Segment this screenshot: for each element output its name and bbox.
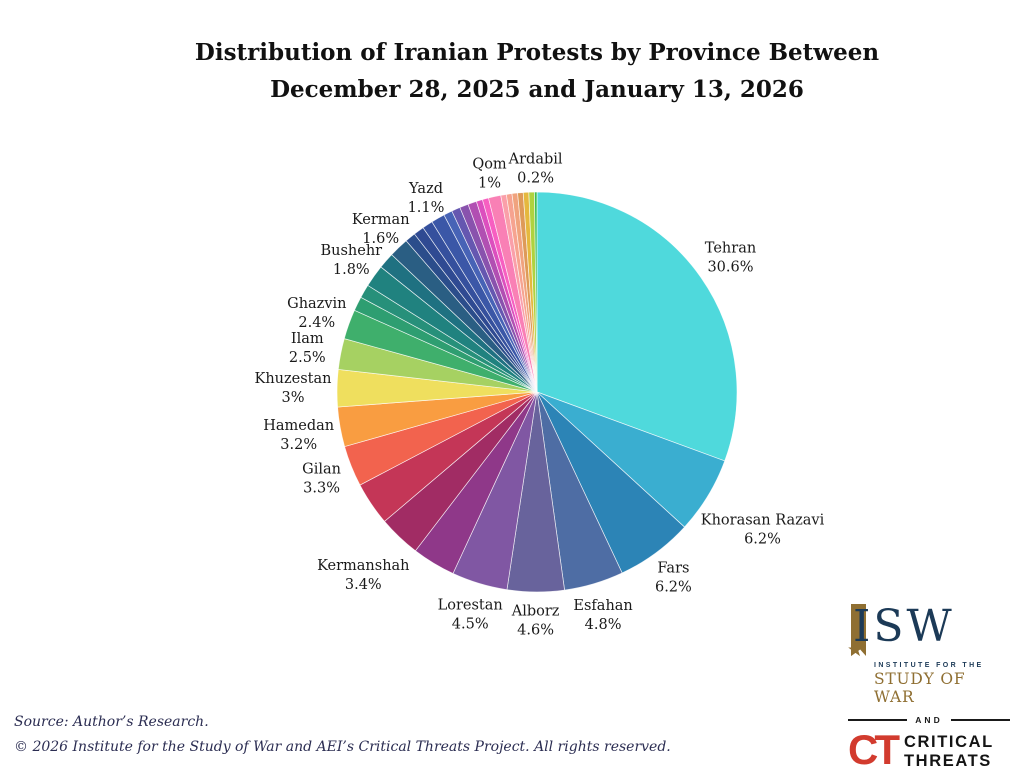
footer-source-line: Source: Author’s Research. bbox=[14, 714, 209, 730]
ct-wordmark: CRITICAL THREATS bbox=[904, 733, 994, 772]
slice-label-ardabil: Ardabil 0.2% bbox=[508, 152, 563, 187]
slice-label-fars: Fars 6.2% bbox=[655, 561, 692, 596]
isw-logo: ★ ISW bbox=[847, 601, 1010, 661]
slice-label-qom: Qom 1% bbox=[472, 157, 507, 192]
ct-monogram: CT bbox=[848, 726, 900, 773]
slice-label-kermanshah: Kermanshah 3.4% bbox=[317, 558, 409, 593]
slice-label-bushehr: Bushehr 1.8% bbox=[320, 243, 382, 278]
divider-line-left bbox=[848, 719, 908, 721]
slice-label-tehran: Tehran 30.6% bbox=[705, 240, 756, 275]
slice-label-esfahan: Esfahan 4.8% bbox=[573, 598, 632, 633]
divider-line-right bbox=[950, 719, 1011, 721]
isw-ribbon-icon bbox=[851, 604, 866, 656]
footer: Source: Author’s Research. © 2026 Instit… bbox=[14, 710, 671, 759]
chart-title-line1: Distribution of Iranian Protests by Prov… bbox=[194, 39, 880, 66]
slice-label-hamedan: Hamedan 3.2% bbox=[263, 418, 334, 453]
isw-letters: ISW bbox=[853, 601, 955, 652]
ct-logo: CT CRITICAL THREATS bbox=[848, 726, 1010, 773]
pie-slice-ardabil bbox=[534, 191, 538, 393]
slice-label-kerman: Kerman 1.6% bbox=[352, 212, 410, 247]
chart-title: Distribution of Iranian Protests by Prov… bbox=[25, 34, 1024, 108]
slice-label-alborz: Alborz 4.6% bbox=[511, 604, 560, 639]
ct-threats-text: THREATS bbox=[904, 752, 992, 771]
chart-title-line2: December 28, 2025 and January 13, 2026 bbox=[270, 76, 804, 103]
footer-copyright-line: © 2026 Institute for the Study of War an… bbox=[14, 738, 671, 755]
slice-label-khorasan-razavi: Khorasan Razavi 6.2% bbox=[701, 513, 825, 548]
and-label: AND bbox=[915, 715, 943, 725]
isw-institute-text: INSTITUTE FOR THE bbox=[874, 662, 984, 669]
pie-slice-tehran bbox=[536, 191, 738, 462]
slice-label-gilan: Gilan 3.3% bbox=[302, 462, 341, 497]
slice-label-yazd: Yazd 1.1% bbox=[408, 181, 445, 216]
isw-star-icon: ★ bbox=[847, 639, 865, 661]
isw-study-of-war-text: STUDY OF WAR bbox=[874, 670, 966, 706]
ct-critical-text: CRITICAL bbox=[904, 733, 994, 751]
slice-label-ilam: Ilam 2.5% bbox=[289, 331, 326, 366]
slice-label-lorestan: Lorestan 4.5% bbox=[438, 598, 503, 633]
slice-label-ghazvin: Ghazvin 2.4% bbox=[287, 296, 346, 331]
logo-block: ★ ISW INSTITUTE FOR THE STUDY OF WAR AND… bbox=[847, 601, 1011, 773]
slice-label-khuzestan: Khuzestan 3% bbox=[255, 371, 332, 406]
and-divider: AND bbox=[848, 715, 1011, 725]
